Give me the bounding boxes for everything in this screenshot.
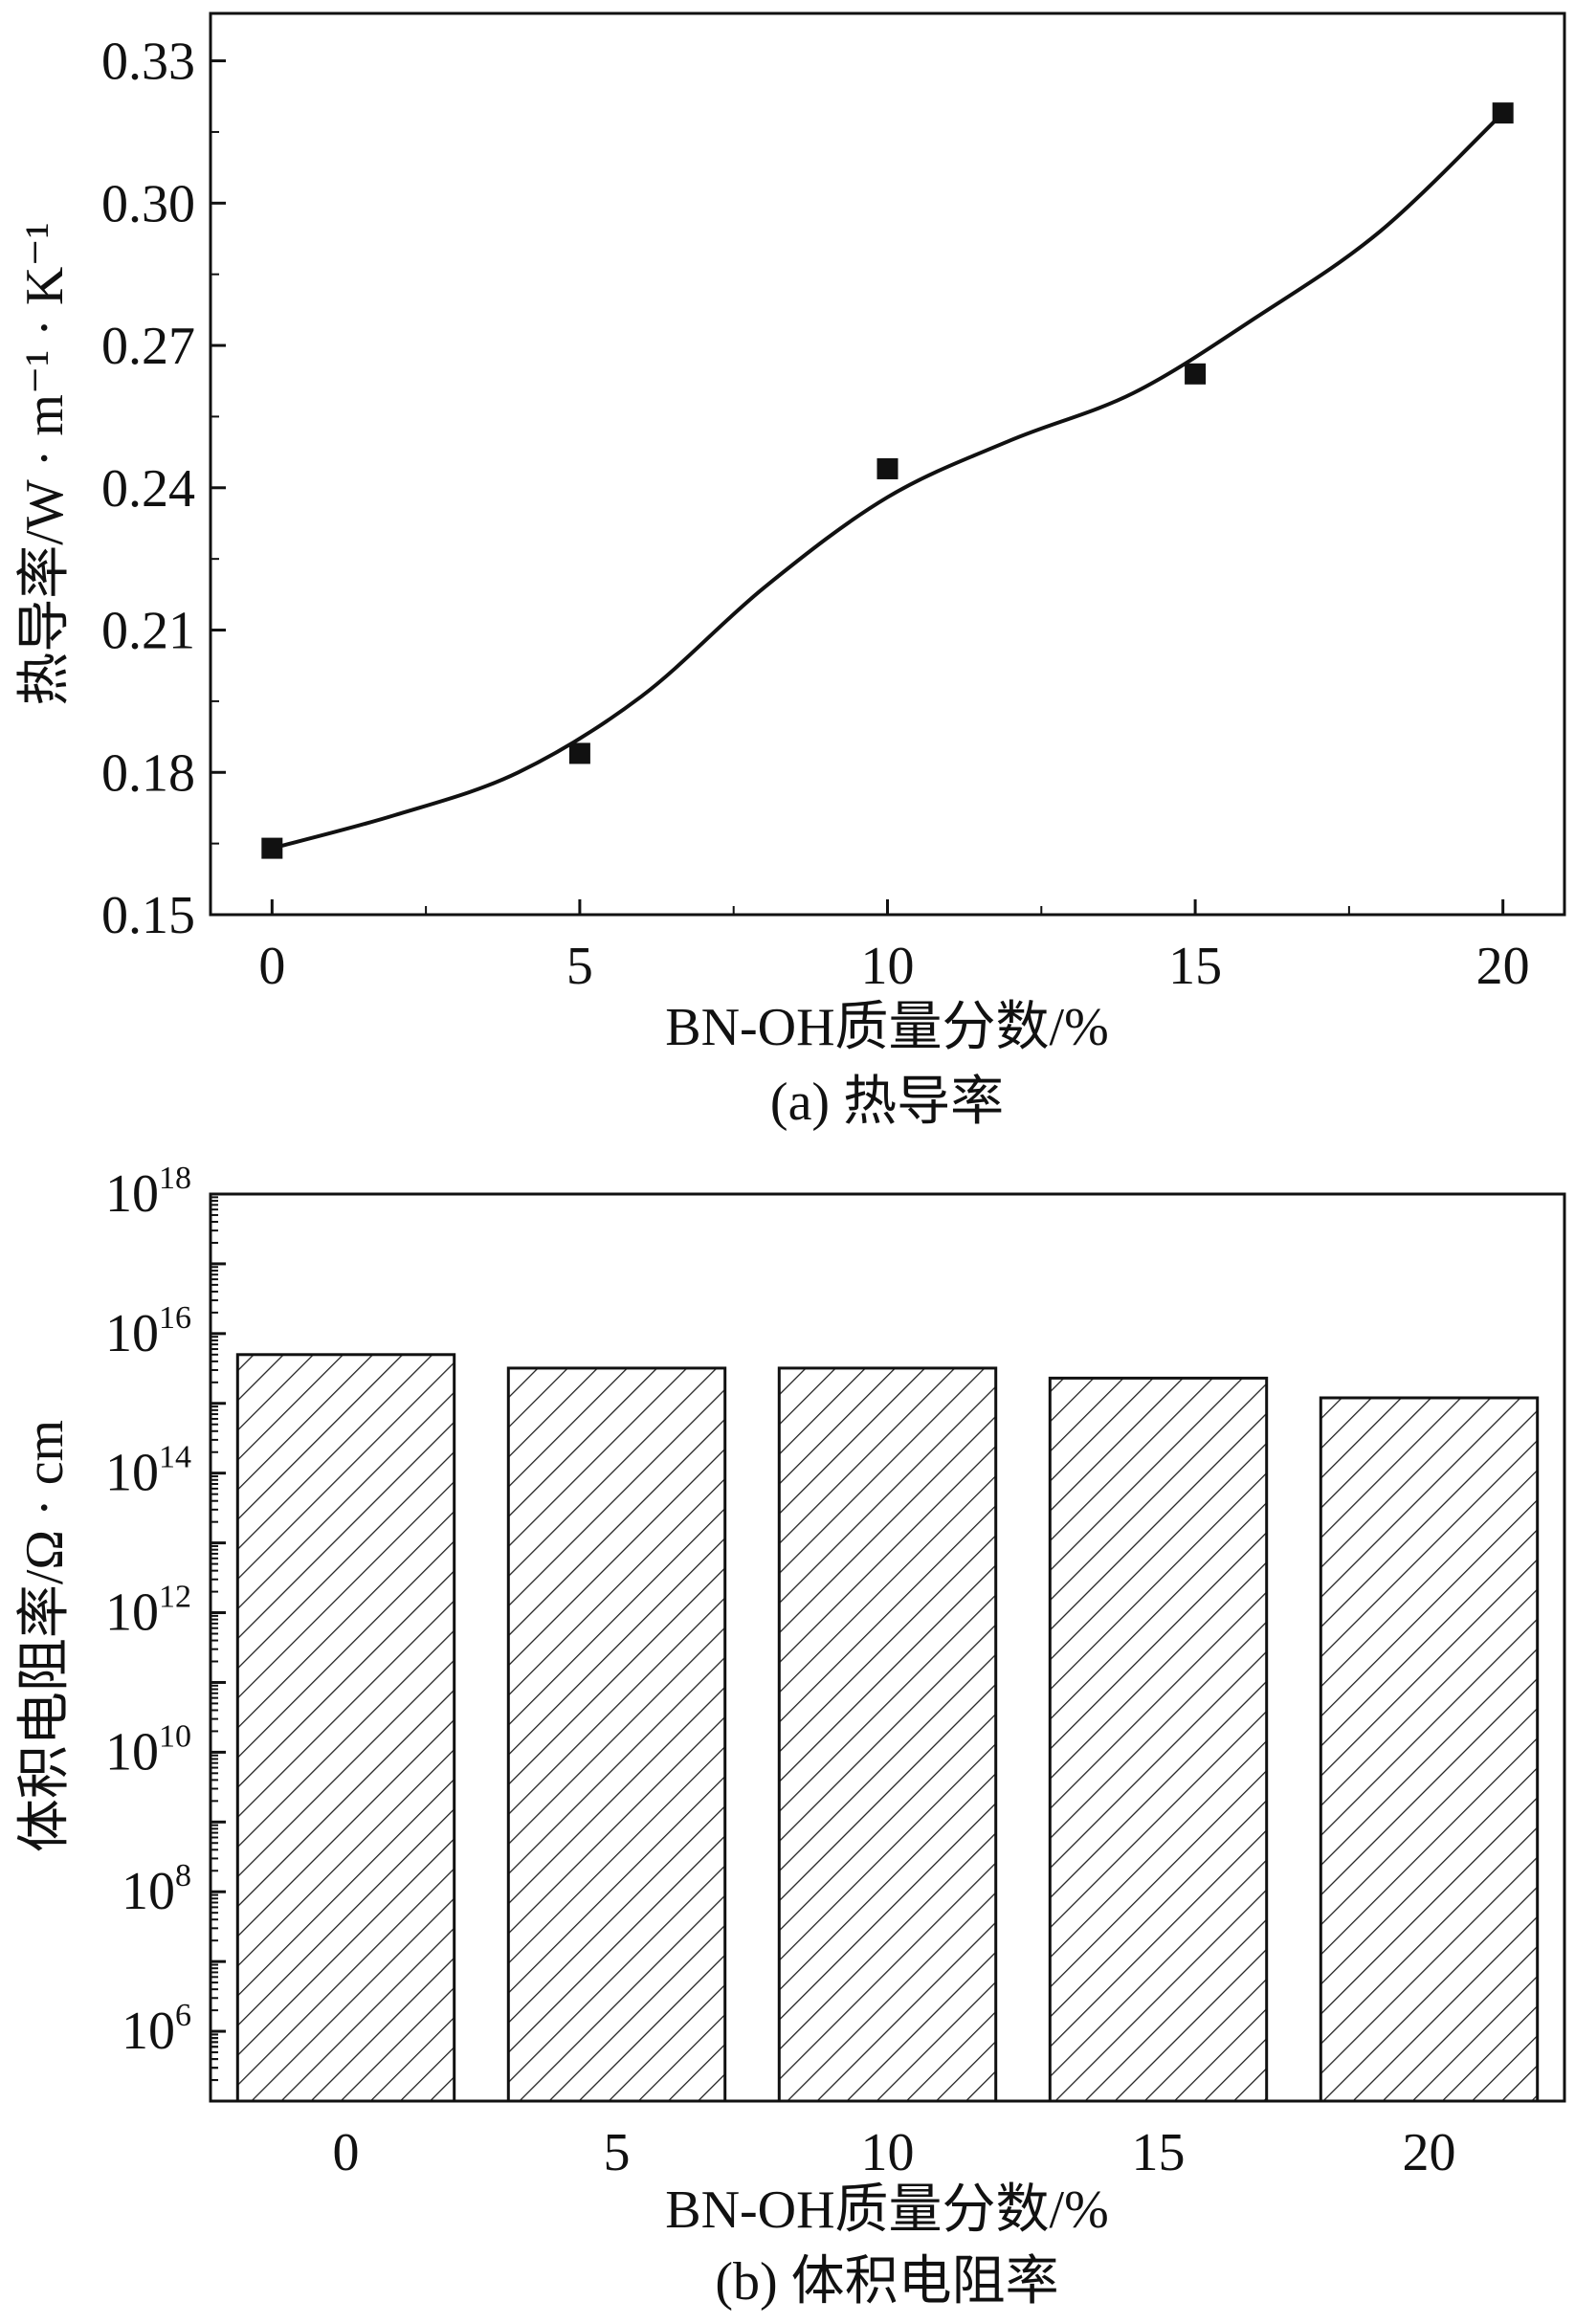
chart-a-x-axis: 0 5 10 15 20: [258, 899, 1530, 996]
chart-b-bar: [235, 1353, 456, 2103]
chart-b-x-tick-label: 10: [861, 2123, 915, 2182]
chart-b-x-tick-label: 0: [333, 2123, 360, 2182]
chart-b-plot-frame: [209, 1192, 1566, 2103]
chart-a-x-tick-label: 10: [861, 937, 915, 996]
chart-a-data-points: [261, 102, 1514, 859]
chart-a-y-tick-label: 0.15: [101, 886, 195, 945]
chart-b-y-axis-title: 体积电阻率/Ω · cm: [15, 1420, 75, 1852]
chart-b-x-tick-label: 15: [1132, 2123, 1186, 2182]
chart-a-x-tick-label: 20: [1476, 937, 1530, 996]
chart-a-data-point: [1492, 102, 1514, 124]
chart-a-y-axis: 0.15 0.18 0.21 0.24 0.27 0.30 0.33: [101, 33, 226, 945]
chart-b-bar: [1048, 1376, 1269, 2103]
chart-a-y-tick-label: 0.27: [101, 317, 195, 376]
chart-b-y-tick-label: 106: [122, 1998, 191, 2061]
chart-b-x-axis-title: BN-OH质量分数/%: [665, 2180, 1109, 2240]
chart-b-y-tick-label: 1018: [105, 1161, 191, 1224]
chart-a-y-tick-label: 0.30: [101, 174, 195, 233]
chart-b-bar: [1319, 1396, 1540, 2103]
chart-b-y-tick-label: 108: [122, 1858, 191, 1921]
chart-a-x-axis-title: BN-OH质量分数/%: [665, 998, 1109, 1057]
chart-a-data-point: [876, 457, 898, 479]
chart-a-y-tick-label: 0.24: [101, 459, 195, 519]
chart-a-x-tick-label: 0: [258, 937, 285, 996]
chart-b-x-tick-label: 20: [1403, 2123, 1456, 2182]
chart-a-y-tick-label: 0.33: [101, 33, 195, 92]
chart-a-x-tick-label: 5: [566, 937, 593, 996]
chart-a-caption: (a) 热导率: [770, 1073, 1004, 1132]
chart-a-data-point: [261, 837, 283, 859]
chart-a-y-tick-label: 0.18: [101, 743, 195, 803]
chart-b: 106 108 1010 1012 1014 1016 1018 0 5 10 15 20 体积电阻…: [15, 1161, 1566, 2312]
chart-b-bar: [506, 1366, 727, 2103]
chart-b-x-tick-label: 5: [604, 2123, 631, 2182]
chart-a: 0.15 0.18 0.21 0.24 0.27 0.30 0.33 0 5 10 15 20 热导…: [15, 11, 1566, 1132]
chart-b-bar: [777, 1366, 998, 2103]
chart-a-x-tick-label: 15: [1168, 937, 1222, 996]
chart-b-y-tick-label: 1016: [105, 1300, 191, 1363]
chart-a-data-point: [568, 742, 590, 764]
chart-b-y-axis: 106 108 1010 1012 1014 1016 1018: [105, 1161, 226, 2103]
chart-a-data-point: [1185, 363, 1207, 385]
chart-b-y-tick-label: 1014: [105, 1440, 191, 1503]
chart-b-y-tick-label: 1012: [105, 1580, 191, 1643]
chart-a-y-tick-label: 0.21: [101, 602, 195, 661]
chart-b-x-axis: 0 5 10 15 20: [333, 2123, 1456, 2182]
chart-b-bars: [235, 1353, 1540, 2103]
chart-b-caption: (b) 体积电阻率: [715, 2252, 1058, 2312]
chart-b-y-tick-label: 1010: [105, 1718, 191, 1782]
chart-a-y-axis-title: 热导率/W · m⁻¹ · K⁻¹: [15, 222, 75, 705]
chart-a-fit-curve: [271, 111, 1505, 851]
